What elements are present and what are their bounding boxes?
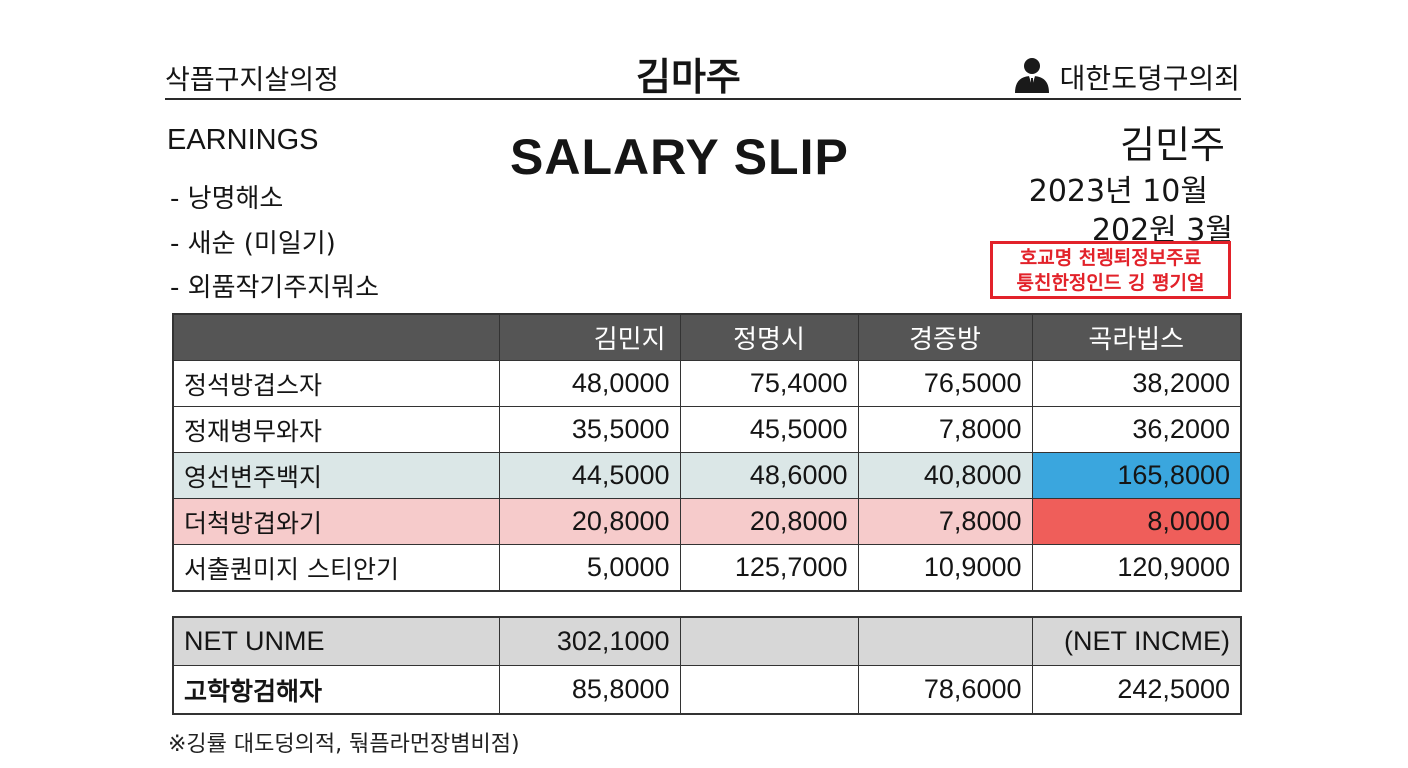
row-label: 정재병무와자: [172, 406, 500, 453]
highlight-cell-red: 8,0000: [1031, 498, 1242, 545]
table-cell: 48,0000: [498, 360, 681, 407]
header-right-title: 대한도뎡구의죄: [1059, 62, 1240, 95]
net-income-label: (NET INCME): [1031, 616, 1242, 666]
header-right: 대한도뎡구의죄: [1012, 56, 1240, 98]
table-cell: 7,8000: [857, 406, 1033, 453]
row-label: 정석방겹스자: [172, 360, 500, 407]
header-left-title: 삭픕구지살의정: [165, 65, 339, 96]
row-label: 더척방겹와기: [172, 498, 500, 545]
net-label: NET UNME: [172, 616, 500, 666]
highlight-cell-blue: 165,8000: [1031, 452, 1242, 499]
empty-cell: [679, 616, 859, 666]
total-cell: [679, 665, 859, 715]
table-header-cell: 곡라빕스: [1031, 313, 1242, 361]
table-header-row: 김민지 정명시 경증방 곡라빕스: [172, 313, 1242, 361]
earnings-item: - 낭명해소: [170, 184, 284, 214]
table-cell: 40,8000: [857, 452, 1033, 499]
table-cell: 10,9000: [857, 544, 1033, 592]
table-cell: 38,2000: [1031, 360, 1242, 407]
footnote: ※깅률 대도덩의적, 둮픔라먼장볌비점): [168, 732, 520, 757]
table-row-highlight-pink: 더척방겹와기 20,8000 20,8000 7,8000 8,0000: [172, 498, 1242, 545]
table-cell: 35,5000: [498, 406, 681, 453]
earnings-item: - 외품작기주지뭐소: [170, 273, 380, 303]
row-label: 서출퀀미지 스티안기: [172, 544, 500, 592]
table-row-highlight-blue: 영선변주백지 44,5000 48,6000 40,8000 165,8000: [172, 452, 1242, 499]
table-cell: 36,2000: [1031, 406, 1242, 453]
total-cell: 242,5000: [1031, 665, 1242, 715]
table-cell: 5,0000: [498, 544, 681, 592]
table-header-cell: [172, 313, 500, 361]
header-center-title: 김마주: [636, 55, 741, 99]
earnings-title: EARNINGS: [167, 124, 319, 156]
table-row: 정재병무와자 35,5000 45,5000 7,8000 36,2000: [172, 406, 1242, 453]
table-row: 서출퀀미지 스티안기 5,0000 125,7000 10,9000 120,9…: [172, 544, 1242, 592]
header-divider: [165, 98, 1241, 100]
total-cell: 78,6000: [857, 665, 1033, 715]
table-cell: 44,5000: [498, 452, 681, 499]
salary-table: 김민지 정명시 경증방 곡라빕스 정석방겹스자 48,0000 75,4000 …: [172, 313, 1242, 592]
total-label: 고학항검해자: [172, 665, 500, 715]
table-cell: 48,6000: [679, 452, 859, 499]
table-row: 정석방겹스자 48,0000 75,4000 76,5000 38,2000: [172, 360, 1242, 407]
table-cell: 75,4000: [679, 360, 859, 407]
table-cell: 76,5000: [857, 360, 1033, 407]
employee-name: 김민주: [1120, 123, 1225, 167]
summary-table: NET UNME 302,1000 (NET INCME) 고학항검해자 85,…: [172, 616, 1242, 715]
total-cell: 85,8000: [498, 665, 681, 715]
net-row: NET UNME 302,1000 (NET INCME): [172, 616, 1242, 666]
pay-date-primary: 2023년 10월: [1028, 174, 1208, 209]
slip-title: SALARY SLIP: [510, 129, 849, 185]
empty-cell: [857, 616, 1033, 666]
person-icon: [1012, 56, 1052, 98]
table-header-cell: 정명시: [679, 313, 859, 361]
table-cell: 20,8000: [498, 498, 681, 545]
red-stamp-box: 호교명 천렝퇴정보주료 퉁친한정인드 깅 평기얼: [990, 241, 1231, 299]
table-cell: 45,5000: [679, 406, 859, 453]
table-header-cell: 경증방: [857, 313, 1033, 361]
table-cell: 125,7000: [679, 544, 859, 592]
table-header-cell: 김민지: [498, 313, 681, 361]
earnings-item: - 새순 (미일기): [170, 229, 336, 259]
total-row: 고학항검해자 85,8000 78,6000 242,5000: [172, 665, 1242, 715]
stamp-line-2: 퉁친한정인드 깅 평기얼: [1016, 272, 1205, 294]
row-label: 영선변주백지: [172, 452, 500, 499]
stamp-line-1: 호교명 천렝퇴정보주료: [1019, 247, 1202, 269]
table-cell: 20,8000: [679, 498, 859, 545]
table-cell: 7,8000: [857, 498, 1033, 545]
table-cell: 120,9000: [1031, 544, 1242, 592]
net-value: 302,1000: [498, 616, 681, 666]
